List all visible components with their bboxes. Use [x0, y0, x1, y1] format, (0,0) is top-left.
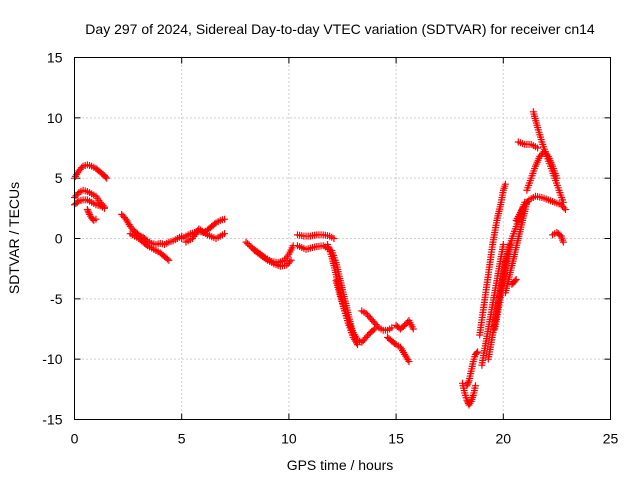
data-point	[553, 174, 561, 182]
data-point	[391, 339, 399, 347]
data-point	[512, 276, 520, 284]
x-tick-label: 10	[281, 431, 297, 447]
data-point	[242, 238, 250, 246]
data-point	[388, 324, 396, 332]
data-point	[286, 258, 294, 266]
data-point	[163, 255, 171, 263]
data-point	[559, 238, 567, 246]
y-tick-label: 10	[47, 110, 63, 126]
data-point	[543, 151, 551, 159]
x-tick-label: 15	[388, 431, 404, 447]
data-point	[84, 207, 92, 215]
y-tick-label: -5	[50, 291, 63, 307]
data-point	[499, 241, 507, 249]
data-point	[474, 348, 482, 356]
y-tick-labels: -15 -10 -5 0 5 10 15	[42, 50, 62, 428]
data-point	[202, 230, 210, 238]
data-point	[501, 180, 509, 188]
data-point	[287, 256, 295, 264]
chart-title: Day 297 of 2024, Sidereal Day-to-day VTE…	[85, 21, 595, 37]
data-point	[560, 204, 568, 212]
data-point	[473, 349, 480, 357]
x-axis-label: GPS time / hours	[287, 457, 394, 473]
data-point	[463, 396, 471, 404]
data-point	[405, 358, 413, 366]
x-tick-label: 5	[178, 431, 186, 447]
plot-frame	[74, 57, 611, 420]
data-point	[142, 241, 150, 249]
x-tick-label: 20	[496, 431, 512, 447]
data-point	[83, 206, 91, 214]
x-tick-labels: 0 5 10 15 20 25	[71, 431, 619, 447]
data-point	[511, 277, 519, 285]
data-point	[73, 190, 81, 198]
data-point	[330, 235, 338, 242]
x-tick-label: 25	[603, 431, 619, 447]
data-point	[409, 325, 417, 333]
data-point	[262, 255, 270, 263]
data-point	[73, 198, 81, 206]
data-point	[464, 380, 472, 388]
x-tick-label: 0	[71, 431, 79, 447]
data-point	[245, 241, 253, 249]
data-point	[211, 220, 219, 228]
data-point	[78, 164, 86, 172]
data-point	[102, 173, 110, 181]
data-point	[374, 322, 382, 330]
data-points	[71, 108, 569, 409]
data-point	[101, 204, 109, 212]
data-point	[92, 215, 100, 223]
data-point	[369, 326, 377, 334]
y-tick-label: 5	[55, 170, 63, 186]
data-point	[103, 174, 111, 182]
data-point	[165, 256, 173, 264]
data-point	[471, 382, 479, 390]
y-axis-label: SDTVAR / TECUs	[6, 182, 22, 294]
data-point	[561, 206, 569, 214]
data-point	[534, 144, 542, 152]
data-point	[221, 215, 229, 223]
data-point	[244, 240, 252, 248]
data-point	[559, 198, 567, 206]
y-tick-label: 0	[55, 231, 63, 247]
data-point	[463, 382, 471, 390]
y-tick-label: 15	[47, 50, 63, 66]
data-point	[221, 230, 229, 238]
y-tick-label: -15	[42, 412, 62, 428]
data-point	[464, 378, 472, 386]
y-tick-label: -10	[42, 351, 62, 367]
